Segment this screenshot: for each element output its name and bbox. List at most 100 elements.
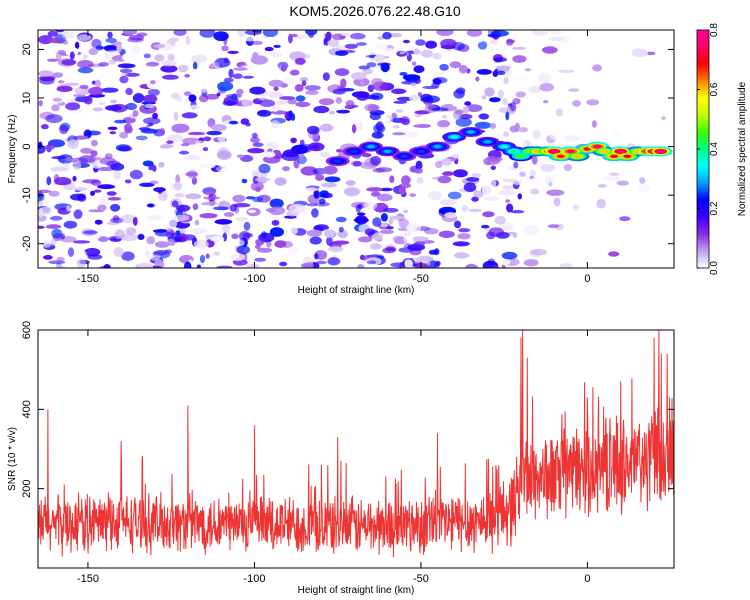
spectrogram-noise-blob <box>483 196 499 201</box>
spectrogram-noise-blob <box>505 38 514 46</box>
spectrogram-noise-blob <box>307 125 320 135</box>
colorbar-tick-label: 0.0 <box>709 261 720 275</box>
spectrogram-noise-blob <box>379 229 395 234</box>
spectrogram-noise-blob <box>93 189 102 193</box>
spectrogram-noise-blob <box>205 253 210 259</box>
spectrogram-noise-blob <box>191 54 207 64</box>
spectrogram-noise-blob <box>459 164 471 170</box>
spectrogram-noise-blob <box>181 112 198 119</box>
spectrogram-noise-blob <box>488 227 505 237</box>
spectrogram-noise-blob <box>268 79 285 87</box>
spectrogram-noise-blob <box>380 62 390 73</box>
snr-y-label: SNR (10 * v/v) <box>7 427 18 491</box>
spectrogram-noise-blob <box>74 250 87 259</box>
spectrogram-noise-blob <box>437 50 444 54</box>
spectrogram-noise-blob <box>563 135 582 142</box>
spectrogram-noise-blob <box>247 148 265 154</box>
spectrogram-noise-blob <box>403 209 408 214</box>
spectrogram-noise-blob <box>616 180 630 186</box>
spectrogram-noise-blob <box>328 246 344 253</box>
spectrogram-noise-blob <box>422 95 440 103</box>
spectrogram-noise-blob <box>233 203 251 208</box>
spectrogram-noise-blob <box>464 101 472 106</box>
spectrogram-noise-blob <box>327 257 341 266</box>
spectrogram-noise-blob <box>366 187 383 192</box>
spectrogram-noise-blob <box>252 142 264 147</box>
spectrogram-noise-blob <box>200 88 208 93</box>
spectrogram-noise-blob <box>48 260 66 265</box>
signal-trace-point <box>573 154 582 158</box>
spectrogram-noise-blob <box>262 30 279 37</box>
spectrogram-noise-blob <box>124 72 140 77</box>
spectrogram-noise-blob <box>50 166 67 172</box>
spectrogram-noise-blob <box>72 240 91 244</box>
spectrogram-noise-blob <box>145 61 160 67</box>
spectrogram-noise-blob <box>519 171 526 177</box>
spectrogram-noise-blob <box>415 263 429 268</box>
spectrogram-noise-blob <box>228 120 239 125</box>
spectrogram-noise-blob <box>472 211 479 216</box>
spectrogram-noise-blob <box>339 49 356 54</box>
snr-frame <box>37 329 675 569</box>
spectrogram-noise-blob <box>183 155 201 160</box>
spectrogram-noise-blob <box>512 55 527 63</box>
spectrogram-noise-blob <box>160 65 178 73</box>
spectrogram-noise-blob <box>489 39 498 45</box>
spectrogram-noise-blob <box>184 73 190 78</box>
spectrogram-noise-blob <box>413 124 432 128</box>
spectrogram-noise-blob <box>541 46 558 54</box>
spectrogram-noise-blob <box>515 91 526 98</box>
spectrogram-noise-blob <box>452 169 468 178</box>
spectrogram-noise-blob <box>179 150 190 155</box>
spectrogram-noise-blob <box>281 152 300 162</box>
spectrogram-noise-blob <box>97 236 109 243</box>
spectrogram-noise-blob <box>382 40 394 46</box>
spectrogram-noise-blob <box>524 68 532 72</box>
spectrogram-noise-blob <box>572 204 579 211</box>
spectrogram-noise-blob <box>116 43 122 52</box>
spectrogram-noise-blob <box>67 139 79 150</box>
spectrogram-noise-blob <box>90 190 95 196</box>
spectrogram-noise-blob <box>418 92 422 97</box>
signal-trace-point <box>566 149 575 154</box>
spectrogram-noise-blob <box>274 177 287 186</box>
spectrogram-noise-blob <box>451 98 469 108</box>
spectrogram-noise-blob <box>631 48 648 58</box>
spectrogram-noise-blob <box>549 132 561 140</box>
spectrogram-noise-blob <box>45 160 61 168</box>
spectrogram-noise-blob <box>99 46 117 50</box>
spectrogram-noise-blob <box>77 59 94 69</box>
spectrogram-noise-blob <box>174 193 185 198</box>
spectrogram-noise-blob <box>392 235 406 243</box>
y-tick-label: 0 <box>21 144 33 150</box>
spectrogram-noise-blob <box>167 53 175 61</box>
spectrogram-noise-blob <box>489 122 497 130</box>
spectrogram-noise-blob <box>398 218 409 228</box>
spectrogram-noise-blob <box>440 38 457 49</box>
spectrogram-noise-blob <box>494 215 506 225</box>
spectrogram-noise-blob <box>294 84 304 92</box>
spectrogram-noise-blob <box>41 241 52 248</box>
spectrogram-noise-blob <box>437 120 451 128</box>
spectrogram-noise-blob <box>432 52 442 60</box>
spectrogram-noise-blob <box>416 177 424 184</box>
spectrogram-noise-blob <box>305 90 319 95</box>
spectrogram-noise-blob <box>162 74 179 80</box>
spectrogram-noise-blob <box>329 110 335 115</box>
spectrogram-noise-blob <box>408 94 420 102</box>
spectrogram-noise-blob <box>198 163 216 169</box>
spectrogram-noise-blob <box>250 136 260 144</box>
spectrogram-noise-blob <box>158 191 168 201</box>
spectrogram-frame <box>37 29 675 269</box>
spectrogram-noise-blob <box>386 226 394 230</box>
spectrogram-noise-blob <box>359 80 365 86</box>
spectrogram-noise-blob <box>80 147 93 154</box>
spectrogram-noise-blob <box>511 75 530 80</box>
spectrogram-noise-blob <box>442 114 448 119</box>
spectrogram-noise-blob <box>55 30 65 33</box>
spectrogram-noise-blob <box>38 35 54 45</box>
spectrogram-noise-blob <box>471 196 479 202</box>
spectrogram-noise-blob <box>456 87 466 95</box>
spectrogram-noise-blob <box>340 32 351 36</box>
spectrogram-noise-blob <box>491 178 497 188</box>
